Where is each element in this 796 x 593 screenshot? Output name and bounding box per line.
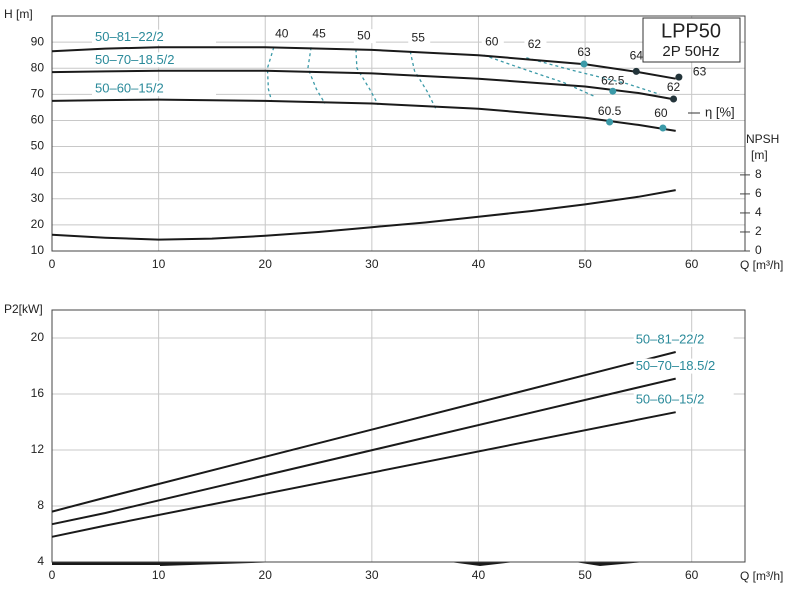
efficiency-point-label: 60 — [654, 106, 668, 120]
curve — [51, 69, 676, 101]
series-label: 50–60–15/2 — [95, 81, 164, 96]
efficiency-contour-label: 62 — [528, 37, 542, 51]
y2-axis-label: NPSH — [746, 132, 779, 146]
curve — [51, 351, 676, 513]
efficiency-point-label: 64 — [630, 49, 644, 63]
chart-title: LPP50 — [661, 20, 721, 42]
series-label: 50–81–22/2 — [636, 331, 705, 346]
y-tick-label: 12 — [31, 442, 45, 456]
curve — [51, 377, 676, 526]
npsh-curve — [51, 189, 676, 241]
x-tick-label: 0 — [49, 568, 56, 582]
y-tick-label: 20 — [31, 330, 45, 344]
x-tick-label: 10 — [152, 568, 166, 582]
label-bg — [633, 332, 734, 347]
label-bg — [92, 52, 216, 68]
y2-axis-unit: [m] — [751, 148, 768, 162]
efficiency-contour — [355, 49, 379, 106]
x-tick-label: 60 — [685, 568, 699, 582]
label-bg — [92, 81, 216, 97]
efficiency-contour-label: 60 — [485, 34, 499, 48]
label-bg — [524, 37, 547, 52]
x-tick-label: 30 — [365, 257, 379, 271]
y-axis-label: P2[kW] — [4, 302, 43, 316]
y2-tick-label: 8 — [755, 167, 762, 181]
label-bg — [92, 29, 216, 45]
label-bg — [481, 35, 504, 50]
efficiency-point — [670, 95, 678, 103]
label-bg — [309, 27, 332, 42]
series-label: 50–81–22/2 — [95, 29, 164, 44]
efficiency-contour-label: 55 — [412, 30, 426, 44]
efficiency-point-label: 63 — [693, 64, 707, 78]
series-label: 50–60–15/2 — [636, 392, 705, 407]
series-label: 50–70–18.5/2 — [95, 52, 175, 67]
efficiency-point — [609, 87, 617, 95]
efficiency-contour — [526, 57, 660, 95]
y2-tick-label: 2 — [755, 224, 762, 238]
y-axis-label: H [m] — [4, 7, 33, 21]
label-bg — [353, 29, 376, 44]
x-tick-label: 50 — [578, 568, 592, 582]
y-tick-label: 16 — [31, 386, 45, 400]
y-tick-label: 10 — [31, 243, 45, 257]
y-tick-label: 90 — [31, 34, 45, 48]
curve — [51, 411, 676, 538]
y-tick-label: 20 — [31, 217, 45, 231]
series-label: 50–70–18.5/2 — [636, 358, 716, 373]
chart-subtitle: 2P 50Hz — [662, 43, 719, 60]
y-tick-label: 30 — [31, 191, 45, 205]
y-tick-label: 40 — [31, 165, 45, 179]
y-tick-label: 70 — [31, 87, 45, 101]
x-tick-label: 10 — [152, 257, 166, 271]
x-axis-label: Q [m³/h] — [740, 258, 783, 272]
efficiency-point — [675, 73, 683, 81]
efficiency-point — [659, 124, 667, 132]
efficiency-contour-label: 50 — [357, 28, 371, 42]
label-bg — [408, 31, 431, 46]
efficiency-point — [606, 118, 614, 126]
title-box — [642, 17, 741, 63]
curve — [51, 46, 676, 80]
x-tick-label: 50 — [578, 257, 592, 271]
efficiency-contour — [483, 54, 596, 98]
y2-tick-label: 0 — [755, 243, 762, 257]
y-tick-label: 4 — [37, 554, 44, 568]
efficiency-point-label: 63 — [577, 45, 591, 59]
y-tick-label: 80 — [31, 60, 45, 74]
x-tick-label: 30 — [365, 568, 379, 582]
efficiency-point-label: 60.5 — [598, 104, 622, 118]
x-tick-label: 40 — [472, 257, 486, 271]
y2-tick-label: 4 — [755, 205, 762, 219]
efficiency-point — [580, 60, 588, 68]
plot-frame — [51, 15, 746, 252]
x-tick-label: 60 — [685, 257, 699, 271]
y-tick-label: 50 — [31, 139, 45, 153]
y2-tick-label: 6 — [755, 186, 762, 200]
x-tick-label: 0 — [49, 257, 56, 271]
x-tick-label: 20 — [259, 257, 273, 271]
efficiency-point-label: 62.5 — [601, 73, 625, 87]
x-tick-label: 20 — [259, 568, 273, 582]
plot-frame — [51, 309, 746, 563]
y-tick-label: 60 — [31, 113, 45, 127]
efficiency-point-label: 62 — [667, 80, 681, 94]
efficiency-contour-label: 40 — [275, 27, 289, 41]
label-bg — [633, 358, 734, 374]
efficiency-label: η [%] — [705, 104, 735, 119]
efficiency-contour — [266, 47, 275, 102]
x-tick-label: 40 — [472, 568, 486, 582]
efficiency-contour — [409, 51, 437, 109]
x-axis-label: Q [m³/h] — [740, 569, 783, 583]
label-bg — [633, 392, 734, 408]
plot-area — [52, 310, 745, 562]
efficiency-point — [632, 67, 640, 75]
curve — [51, 98, 676, 132]
efficiency-contour-label: 45 — [312, 27, 326, 41]
y-tick-label: 8 — [37, 498, 44, 512]
efficiency-contour — [307, 47, 326, 104]
label-bg — [271, 27, 294, 42]
